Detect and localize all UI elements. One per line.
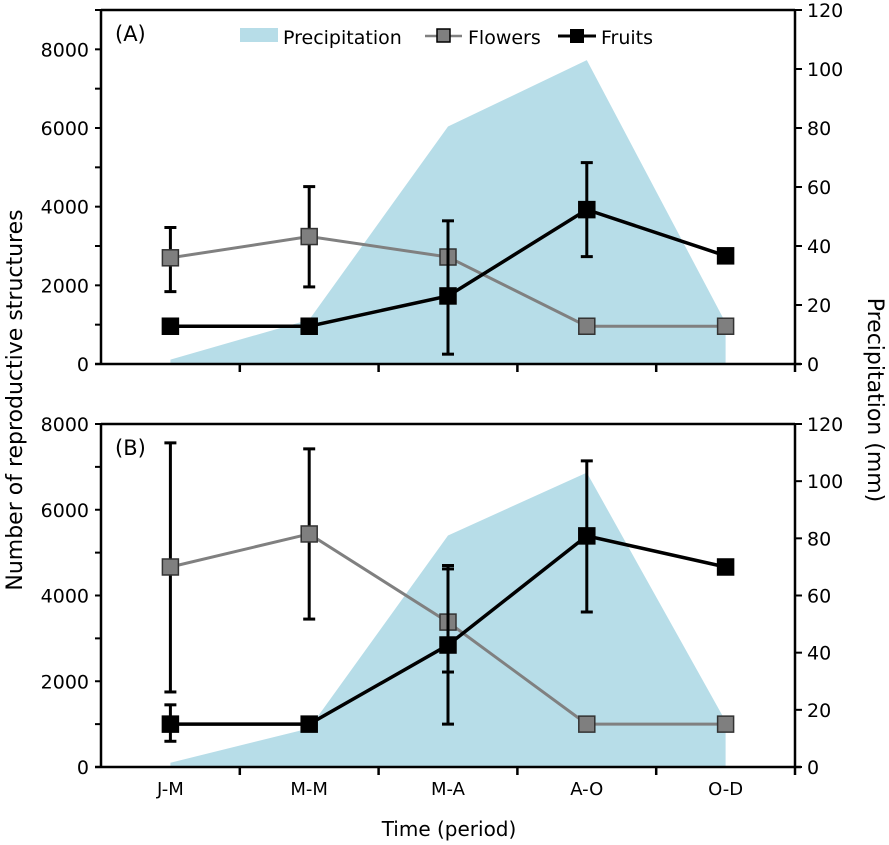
fruits-marker (578, 527, 596, 545)
legend-precipitation-label: Precipitation (283, 27, 402, 49)
y2-tick-label: 60 (807, 586, 831, 608)
y2-tick-label: 120 (807, 414, 843, 436)
legend-flowers-marker (436, 28, 451, 43)
panel-b: 0 2000 4000 6000 8000 0 20 40 60 80 100 120 J-M M-M M-… (41, 414, 844, 800)
y-tick-label: 0 (77, 354, 89, 376)
fruits-marker (300, 715, 318, 733)
fruits-marker (716, 247, 735, 265)
y-tick-label: 2000 (41, 275, 89, 297)
flowers-marker (578, 715, 596, 733)
flowers-marker (716, 715, 735, 733)
flowers-marker (161, 558, 180, 576)
flowers-marker (578, 317, 596, 335)
fruits-marker (439, 636, 457, 654)
x-tick-label: J-M (156, 779, 184, 800)
y2-tick-label: 20 (807, 295, 831, 317)
fruits-marker (439, 287, 457, 305)
flowers-marker (161, 249, 180, 267)
flowers-marker (300, 227, 318, 246)
y2-tick-label: 120 (807, 0, 843, 22)
y2-tick-label: 60 (807, 177, 831, 199)
x-tick-label: M-A (431, 779, 466, 800)
y-axis-title: Number of reproductive structures (3, 209, 28, 590)
y2-tick-label: 80 (807, 118, 831, 140)
x-tick-label: O-D (708, 779, 743, 800)
panel-label: (B) (115, 436, 146, 460)
y2-tick-label: 100 (807, 59, 843, 81)
y-tick-label: 6000 (41, 500, 89, 522)
fruits-marker (161, 715, 180, 733)
x-tick-label: A-O (570, 779, 603, 800)
fruits-marker (578, 200, 596, 219)
fruits-marker (161, 317, 180, 335)
legend: Precipitation Flowers Fruits (240, 27, 653, 49)
legend-fruits-label: Fruits (601, 27, 653, 49)
y2-tick-label: 20 (807, 700, 831, 722)
legend-flowers-label: Flowers (468, 27, 541, 49)
y2-tick-label: 40 (807, 236, 831, 258)
y-tick-label: 8000 (41, 39, 89, 61)
panel-a: 0 2000 4000 6000 8000 0 20 40 60 80 100 120 (A) Preci… (41, 0, 844, 376)
y2-tick-label: 40 (807, 643, 831, 665)
flowers-marker (300, 525, 318, 543)
y2-tick-label: 0 (807, 757, 819, 779)
y-tick-label: 4000 (41, 197, 89, 219)
legend-fruits-marker (570, 29, 584, 43)
y-tick-label: 6000 (41, 118, 89, 140)
panel-label: (A) (115, 22, 146, 46)
fruits-marker (300, 317, 318, 335)
fruits-marker (716, 558, 735, 576)
legend-precipitation-swatch (240, 28, 278, 42)
y-tick-label: 8000 (41, 414, 89, 436)
x-tick-label: M-M (290, 779, 328, 800)
y2-tick-label: 0 (807, 354, 819, 376)
precipitation-area (170, 60, 726, 365)
y-tick-label: 2000 (41, 671, 89, 693)
y2-axis-title: Precipitation (mm) (862, 298, 887, 503)
y2-tick-label: 80 (807, 528, 831, 550)
y-tick-label: 0 (77, 757, 89, 779)
y-tick-label: 4000 (41, 586, 89, 608)
flowers-marker (716, 317, 735, 335)
y2-tick-label: 100 (807, 471, 843, 493)
x-axis-title: Time (period) (381, 817, 517, 841)
